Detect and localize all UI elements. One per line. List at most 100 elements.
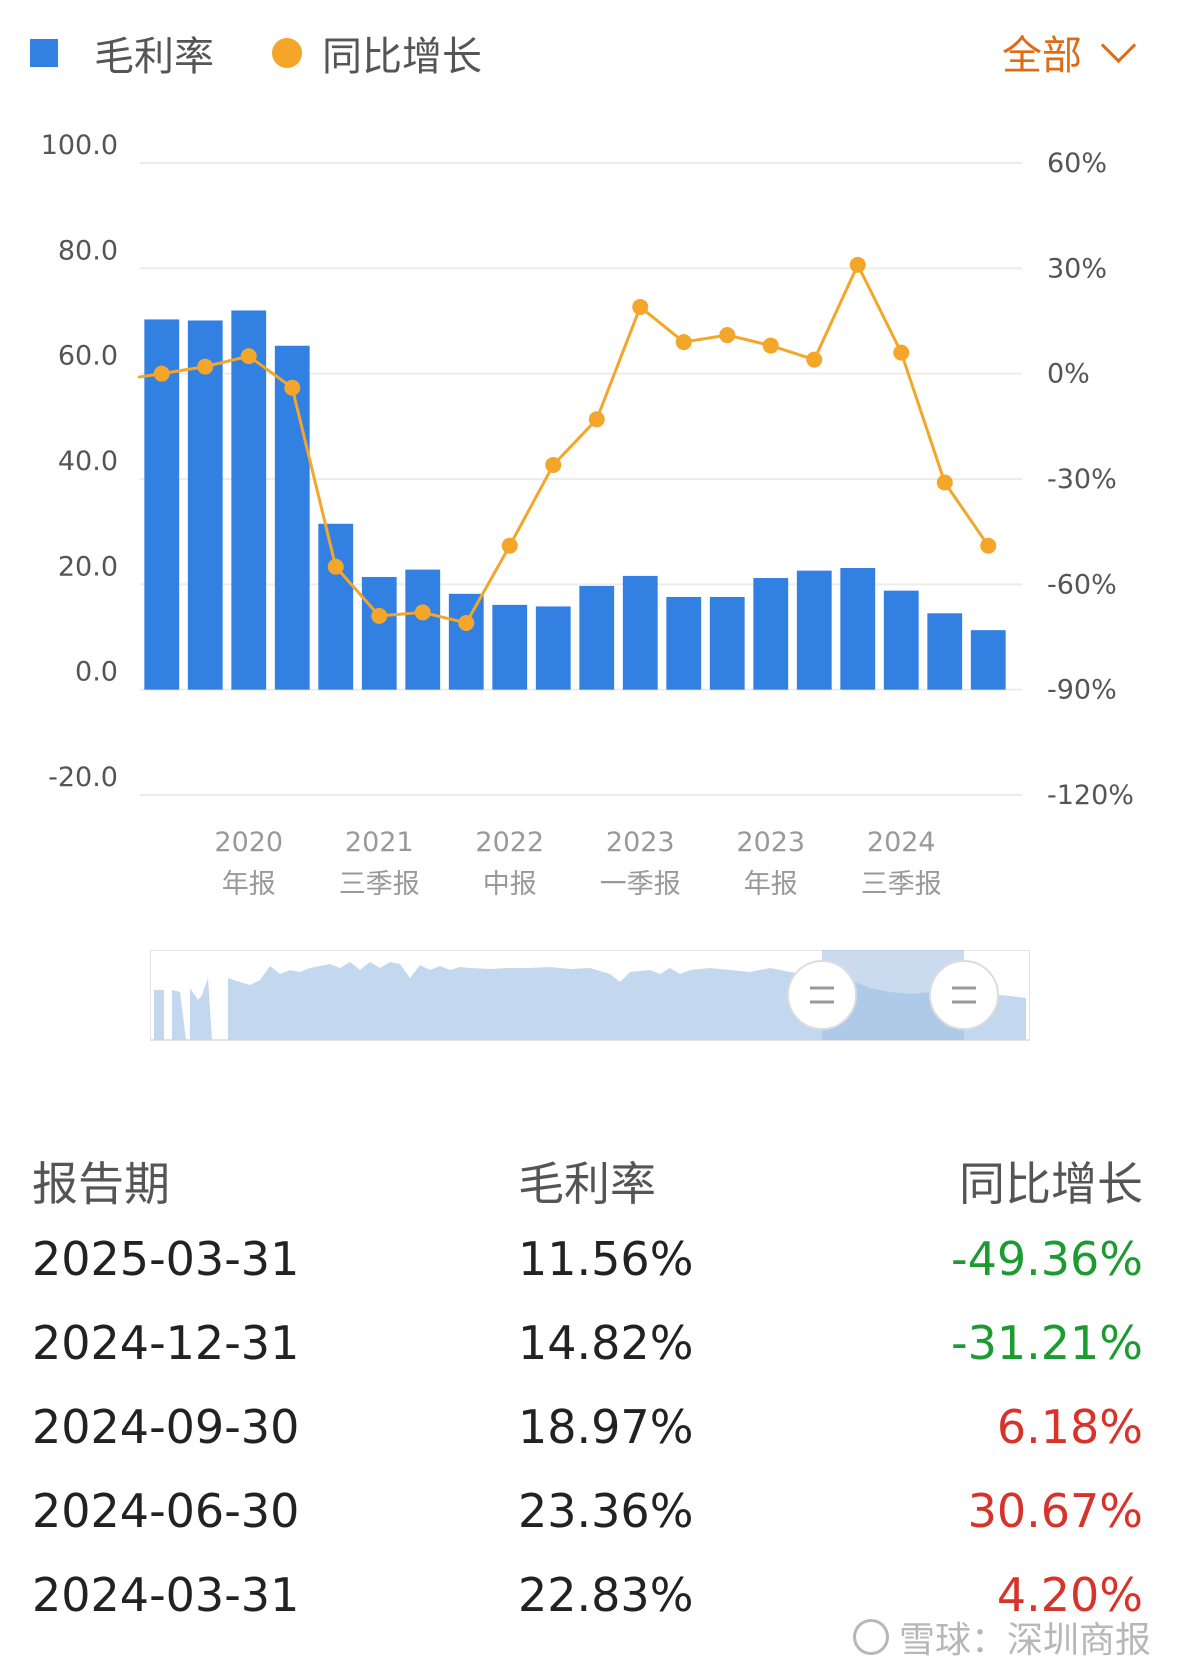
watermark: 雪球：深圳商报 xyxy=(852,1612,1151,1662)
period-range-select[interactable]: 全部 xyxy=(1002,26,1137,79)
point-yoy-growth[interactable] xyxy=(284,379,301,396)
header-report-period[interactable]: 报告期 xyxy=(32,1157,170,1211)
x-axis-tick-year: 2020 xyxy=(214,827,283,858)
bar-gross-margin[interactable] xyxy=(274,345,310,690)
point-yoy-growth[interactable] xyxy=(197,358,214,375)
legend-label-gross-margin: 毛利率 xyxy=(94,34,214,80)
x-axis-tick-period: 年报 xyxy=(222,869,276,900)
x-axis-tick-year: 2024 xyxy=(867,827,936,858)
point-yoy-growth[interactable] xyxy=(153,365,170,382)
point-yoy-growth[interactable] xyxy=(414,604,431,621)
point-yoy-growth[interactable] xyxy=(501,537,518,554)
bar-gross-margin[interactable] xyxy=(883,590,919,690)
row-report-date: 2024-09-30 xyxy=(32,1400,300,1454)
point-yoy-growth[interactable] xyxy=(458,614,475,631)
point-yoy-growth[interactable] xyxy=(936,474,953,491)
x-axis-tick-period: 一季报 xyxy=(600,869,681,900)
right-axis-tick-label: -60% xyxy=(1047,569,1117,600)
header-gross-margin[interactable]: 毛利率 xyxy=(518,1157,656,1211)
right-axis-tick-label: -30% xyxy=(1047,464,1117,495)
x-axis-tick-period: 年报 xyxy=(744,869,798,900)
left-axis-tick-label: 80.0 xyxy=(58,235,118,266)
bar-gross-margin[interactable] xyxy=(318,523,354,690)
x-axis-tick-period: 中报 xyxy=(483,869,537,900)
table-row[interactable]: 2025-03-31 11.56% -49.36% xyxy=(0,1232,1179,1302)
row-yoy-growth: -49.36% xyxy=(951,1232,1143,1286)
bar-gross-margin[interactable] xyxy=(579,585,615,690)
bar-gross-margin[interactable] xyxy=(796,570,832,690)
period-range-label: 全部 xyxy=(1002,33,1082,79)
left-axis-tick-label: 60.0 xyxy=(58,341,118,372)
slider-handle-left[interactable] xyxy=(787,960,857,1030)
combo-chart: 100.0 80.0 60.0 40.0 20.0 0.0 -20.0 60% 30% 0% -30… xyxy=(41,130,1134,900)
row-report-date: 2024-06-30 xyxy=(32,1484,300,1538)
point-yoy-growth[interactable] xyxy=(719,327,736,344)
legend-item-gross-margin[interactable]: 毛利率 xyxy=(30,28,214,80)
point-yoy-growth[interactable] xyxy=(588,411,605,428)
table-row[interactable]: 2024-06-30 23.36% 30.67% xyxy=(0,1484,1179,1554)
right-axis-tick-label: 30% xyxy=(1047,253,1107,284)
row-report-date: 2024-03-31 xyxy=(32,1568,300,1622)
point-yoy-growth[interactable] xyxy=(371,607,388,624)
left-axis-tick-label: 20.0 xyxy=(58,551,118,582)
chart-legend: 毛利率 同比增长 全部 xyxy=(0,0,1179,110)
table-row[interactable]: 2024-12-31 14.82% -31.21% xyxy=(0,1316,1179,1386)
point-yoy-growth[interactable] xyxy=(762,337,779,354)
bar-gross-margin[interactable] xyxy=(535,606,571,690)
row-gross-margin: 22.83% xyxy=(518,1568,694,1622)
bar-gross-margin[interactable] xyxy=(231,310,267,690)
bar-gross-margin[interactable] xyxy=(753,578,789,690)
row-gross-margin: 14.82% xyxy=(518,1316,694,1370)
point-yoy-growth[interactable] xyxy=(675,334,692,351)
row-yoy-growth: -31.21% xyxy=(951,1316,1143,1370)
point-yoy-growth[interactable] xyxy=(849,256,866,273)
row-report-date: 2024-12-31 xyxy=(32,1316,300,1370)
bar-gross-margin[interactable] xyxy=(709,596,745,690)
bar-gross-margin[interactable] xyxy=(666,596,702,690)
point-yoy-growth[interactable] xyxy=(806,351,823,368)
data-zoom-slider[interactable] xyxy=(150,950,1030,1042)
left-axis-tick-label: 100.0 xyxy=(41,130,118,161)
x-axis-tick-year: 2022 xyxy=(475,827,544,858)
bar-gross-margin[interactable] xyxy=(840,568,876,690)
bar-gross-margin[interactable] xyxy=(448,593,484,690)
bar-gross-margin[interactable] xyxy=(492,604,528,690)
legend-item-yoy-growth[interactable]: 同比增长 xyxy=(272,28,482,80)
row-yoy-growth: 30.67% xyxy=(967,1484,1143,1538)
row-report-date: 2025-03-31 xyxy=(32,1232,300,1286)
point-yoy-growth[interactable] xyxy=(632,298,649,315)
header-yoy-growth[interactable]: 同比增长 xyxy=(959,1157,1143,1211)
table-row[interactable]: 2024-03-31 22.83% 4.20% xyxy=(0,1568,1179,1638)
right-axis-tick-label: -90% xyxy=(1047,675,1117,706)
bar-gross-margin[interactable] xyxy=(970,630,1006,690)
left-axis-tick-label: -20.0 xyxy=(48,762,118,793)
left-axis-tick-label: 40.0 xyxy=(58,446,118,477)
bar-gross-margin[interactable] xyxy=(622,575,658,690)
x-axis-tick-year: 2023 xyxy=(736,827,805,858)
point-yoy-growth[interactable] xyxy=(327,558,344,575)
bar-gross-margin[interactable] xyxy=(361,576,397,690)
row-gross-margin: 23.36% xyxy=(518,1484,694,1538)
table-row[interactable]: 2024-09-30 18.97% 6.18% xyxy=(0,1400,1179,1470)
x-axis-tick-year: 2021 xyxy=(345,827,414,858)
bar-gross-margin[interactable] xyxy=(405,569,441,690)
point-yoy-growth[interactable] xyxy=(980,537,997,554)
bar-swatch-icon xyxy=(30,39,58,67)
right-axis-tick-label: 60% xyxy=(1047,148,1107,179)
row-gross-margin: 18.97% xyxy=(518,1400,694,1454)
point-yoy-growth[interactable] xyxy=(893,344,910,361)
dot-swatch-icon xyxy=(272,38,302,68)
legend-label-yoy-growth: 同比增长 xyxy=(322,34,482,80)
point-yoy-growth[interactable] xyxy=(240,348,257,365)
watermark-text: 雪球：深圳商报 xyxy=(898,1620,1151,1661)
left-axis-tick-label: 0.0 xyxy=(75,657,118,688)
point-yoy-growth[interactable] xyxy=(545,456,562,473)
slider-handle-right[interactable] xyxy=(929,960,999,1030)
row-gross-margin: 11.56% xyxy=(518,1232,694,1286)
bar-gross-margin[interactable] xyxy=(187,320,223,690)
table-header-row: 报告期 毛利率 同比增长 xyxy=(0,1148,1179,1218)
bar-gross-margin[interactable] xyxy=(927,613,963,690)
row-yoy-growth: 4.20% xyxy=(996,1568,1143,1622)
right-axis-tick-label: -120% xyxy=(1047,780,1134,811)
